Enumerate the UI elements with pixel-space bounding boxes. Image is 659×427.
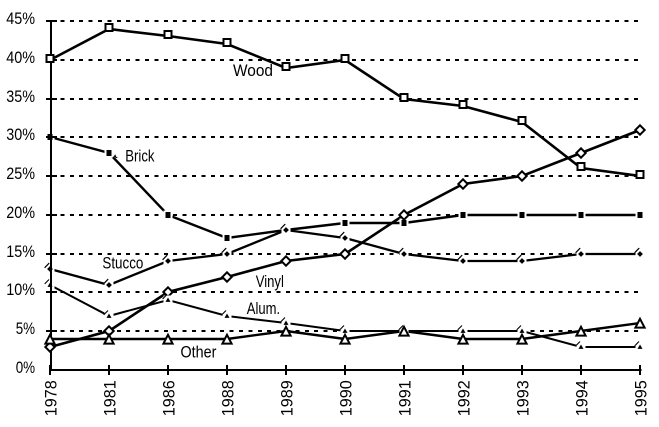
svg-text:1993: 1993 [514, 380, 533, 416]
svg-text:1992: 1992 [455, 380, 474, 416]
svg-text:1991: 1991 [396, 380, 415, 416]
svg-text:Vinyl: Vinyl [256, 272, 284, 291]
svg-text:Alum.: Alum. [247, 299, 280, 318]
svg-text:40%: 40% [6, 48, 35, 67]
svg-text:0%: 0% [16, 358, 35, 377]
svg-text:25%: 25% [6, 164, 35, 183]
svg-text:1978: 1978 [42, 380, 61, 416]
svg-text:Wood: Wood [233, 61, 273, 80]
svg-text:1990: 1990 [337, 380, 356, 416]
svg-text:1995: 1995 [632, 380, 651, 416]
svg-text:1989: 1989 [278, 380, 297, 416]
svg-text:1986: 1986 [160, 380, 179, 416]
svg-text:Brick: Brick [125, 146, 155, 165]
svg-text:1994: 1994 [573, 380, 592, 416]
svg-text:15%: 15% [6, 242, 35, 261]
svg-text:5%: 5% [16, 319, 35, 338]
svg-text:Stucco: Stucco [102, 254, 143, 273]
svg-text:30%: 30% [6, 125, 35, 144]
svg-text:20%: 20% [6, 203, 35, 222]
svg-text:1988: 1988 [219, 380, 238, 416]
svg-text:Other: Other [181, 342, 217, 361]
svg-text:45%: 45% [6, 9, 35, 28]
svg-text:1981: 1981 [101, 380, 120, 416]
svg-text:10%: 10% [6, 280, 35, 299]
svg-text:35%: 35% [6, 87, 35, 106]
